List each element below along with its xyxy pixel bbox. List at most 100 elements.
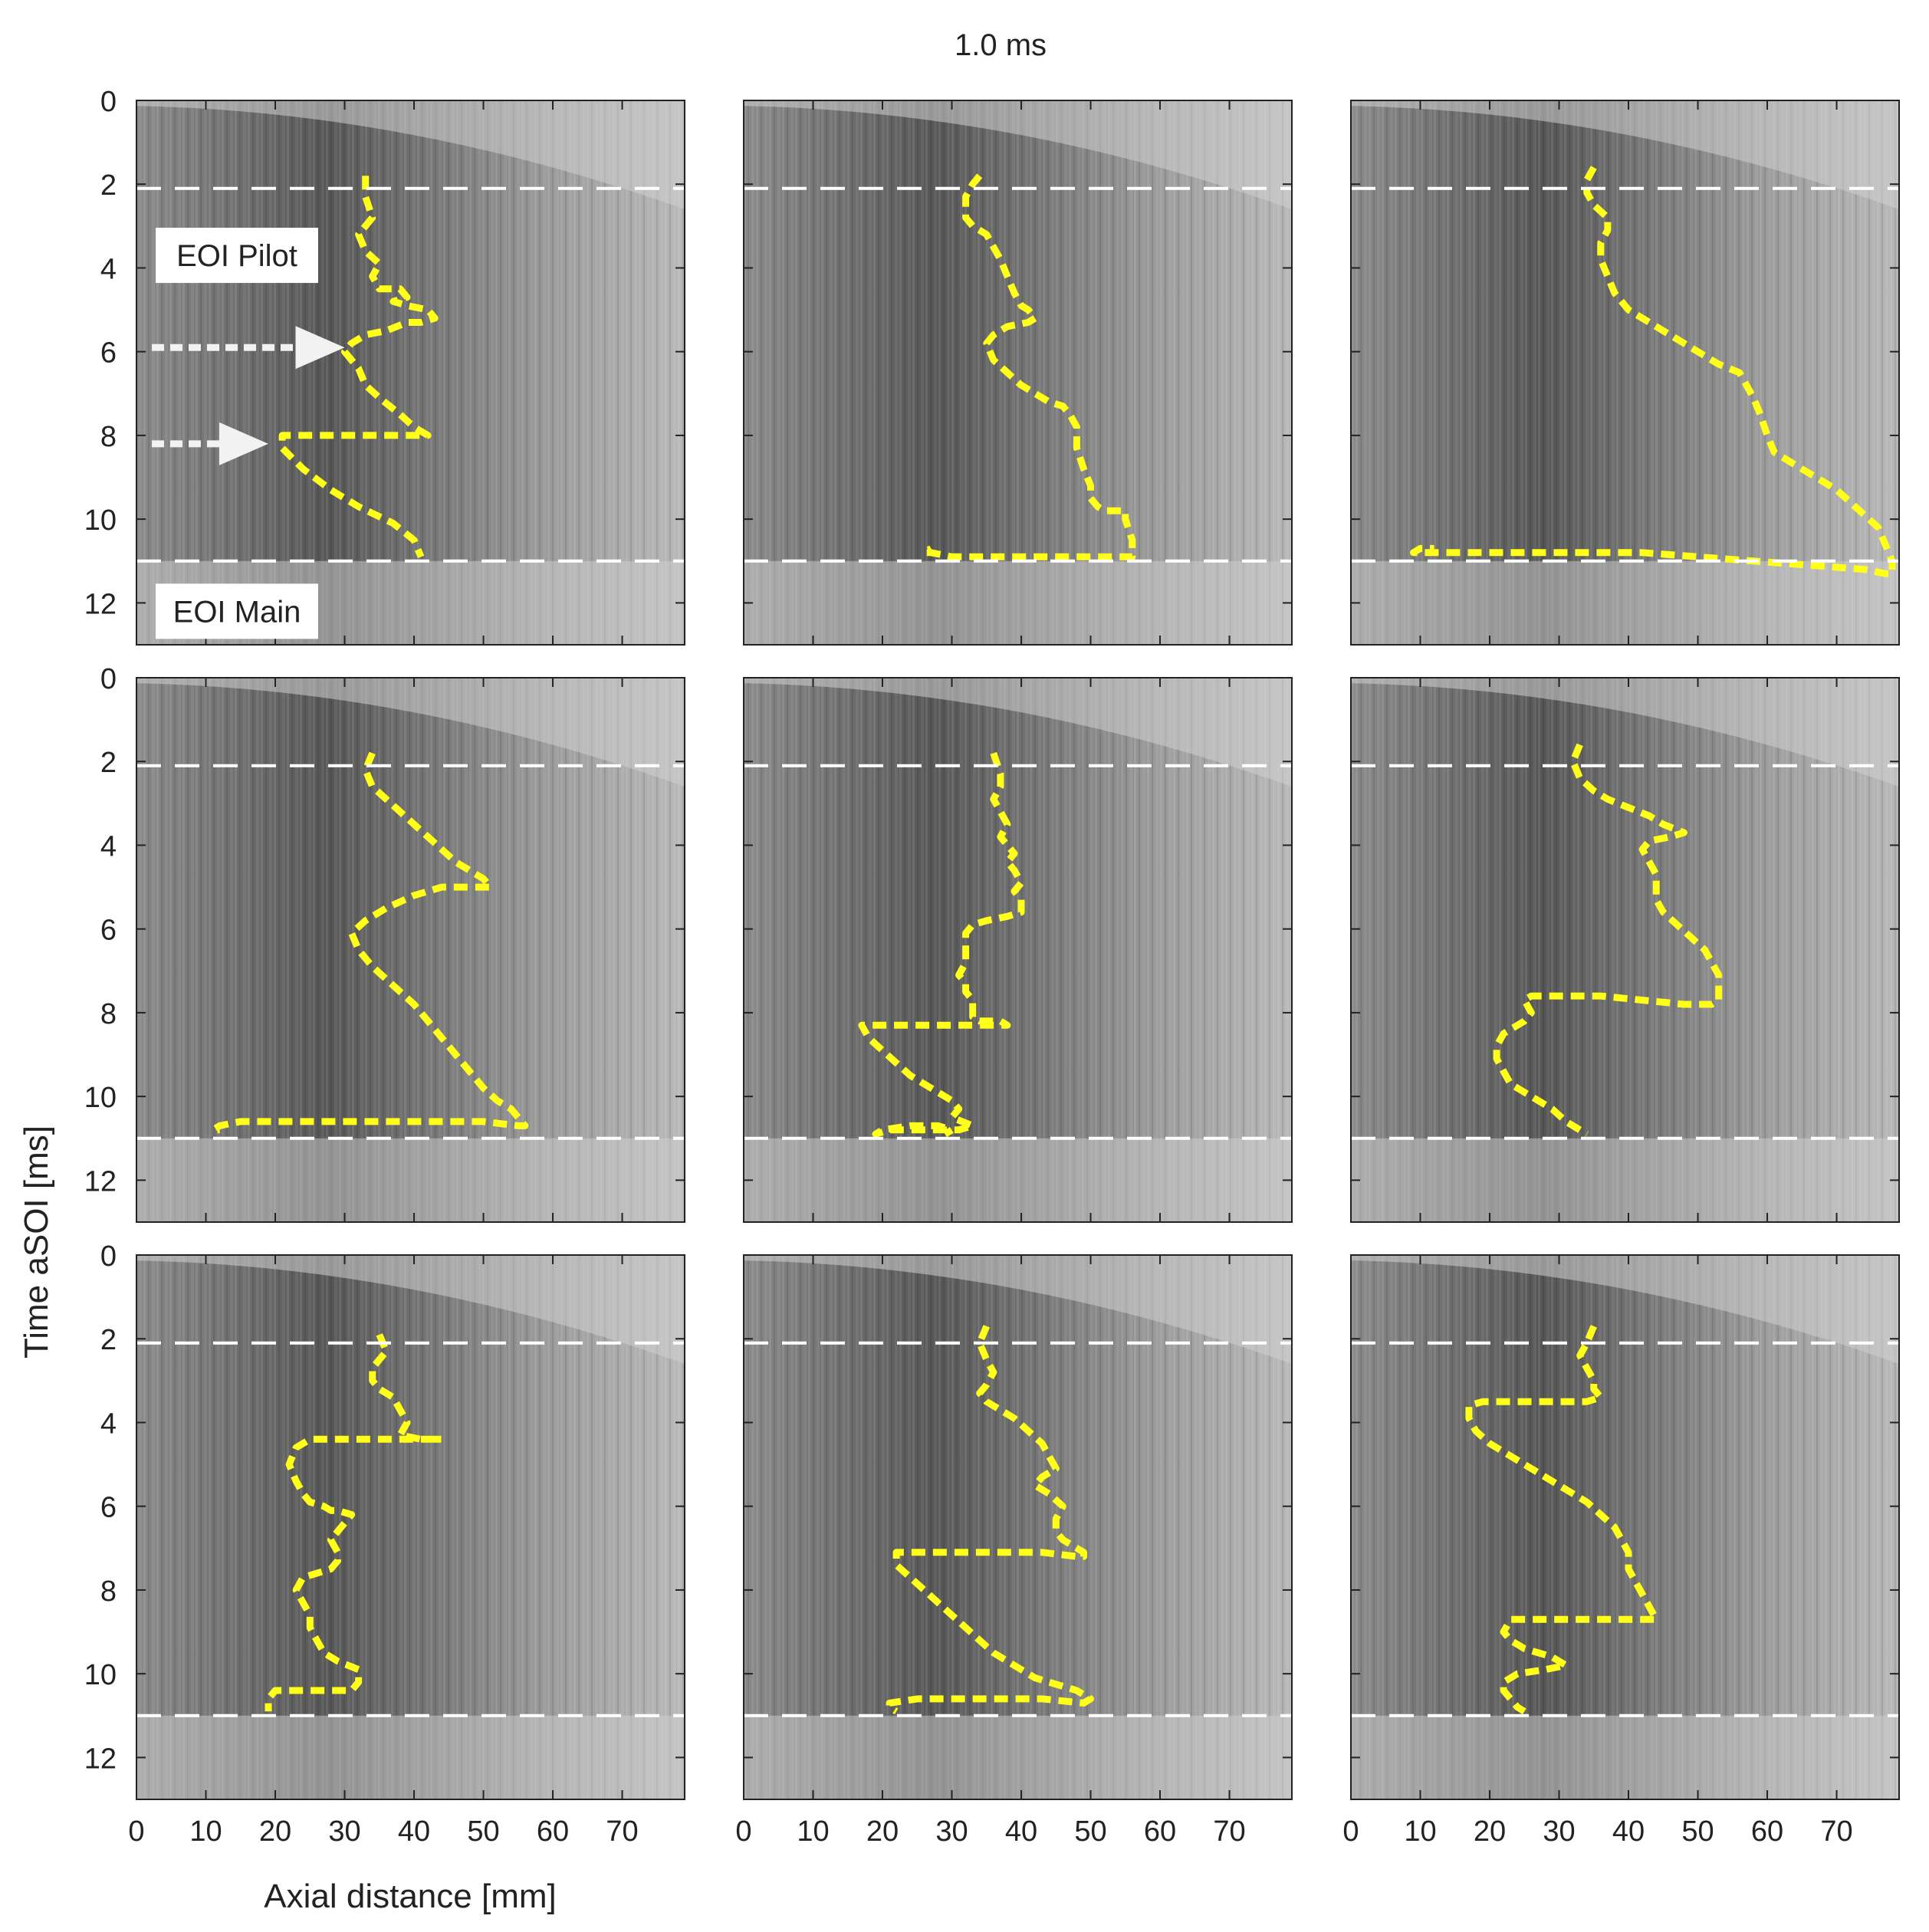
panel-frame — [1350, 100, 1900, 646]
panel-frame — [136, 677, 685, 1223]
eoi-pilot-label-box — [156, 228, 318, 284]
y-axis-label: Time aSOI [ms] — [18, 1125, 55, 1359]
y-tick-label: 0 — [100, 86, 117, 118]
panel-frame — [1350, 1254, 1900, 1800]
panel-grid: 0 2 4 6 8 10 12 EOI Pilot EOI Main 0 2 4 6 8 10 12 0 2 4 6 8… — [84, 86, 1900, 1848]
y-tick-label: 4 — [100, 1408, 117, 1440]
penetration-outline — [858, 751, 1025, 1138]
panel-row1-col3 — [1350, 100, 1900, 646]
post-injection-region — [1351, 560, 1899, 645]
penetration-outline — [1493, 743, 1723, 1138]
background-streaks — [1351, 678, 1899, 1222]
eoi-main-label-box — [156, 583, 318, 639]
x-tick-label: 50 — [1074, 1815, 1106, 1848]
upper-light-region — [1351, 1255, 1899, 1364]
background-streaks — [136, 1255, 685, 1799]
y-tick-label: 12 — [84, 1165, 117, 1198]
post-injection-region — [744, 1138, 1292, 1222]
upper-light-region — [136, 1255, 685, 1364]
x-tick-label: 30 — [1543, 1815, 1575, 1848]
panel-frame — [1350, 677, 1900, 1223]
penetration-outline — [209, 751, 529, 1134]
panel-row2-col1: 0 2 4 6 8 10 12 — [84, 663, 685, 1223]
upper-light-region — [1351, 678, 1899, 787]
penetration-outline — [1410, 166, 1896, 577]
arrow-head — [295, 326, 345, 370]
x-tick-label: 50 — [467, 1815, 499, 1848]
y-tick-label: 8 — [100, 998, 117, 1030]
x-tick-label: 40 — [398, 1815, 430, 1848]
y-tick-label: 0 — [100, 1240, 117, 1273]
y-tick-label: 2 — [100, 747, 117, 779]
post-injection-region — [744, 560, 1292, 645]
x-tick-label: 0 — [1342, 1815, 1359, 1848]
background-streaks — [744, 678, 1292, 1222]
panel-row1-col1: 0 2 4 6 8 10 12 EOI Pilot EOI Main — [84, 86, 685, 646]
eoi-pilot-label: EOI Pilot — [176, 239, 297, 273]
upper-light-region — [744, 678, 1292, 787]
panel-row3-col1: 0 2 4 6 8 10 12 0 10 20 30 40 50 60 70 — [84, 1240, 685, 1848]
y-tick-label: 4 — [100, 830, 117, 863]
y-tick-label: 12 — [84, 1743, 117, 1775]
panel-row3-col3: 0 10 20 30 40 50 60 70 — [1342, 1254, 1900, 1848]
x-tick-label: 40 — [1612, 1815, 1645, 1848]
upper-light-region — [136, 100, 685, 209]
y-tick-label: 6 — [100, 915, 117, 947]
panel-row3-col2: 0 10 20 30 40 50 60 70 — [735, 1254, 1293, 1848]
y-tick-label: 10 — [84, 1659, 117, 1691]
upper-light-region — [744, 1255, 1292, 1364]
panel-frame — [136, 100, 685, 646]
upper-light-region — [744, 100, 1292, 209]
y-tick-label: 0 — [100, 663, 117, 695]
post-injection-region — [136, 1138, 685, 1222]
post-injection-region — [1351, 1715, 1899, 1799]
figure-title: 1.0 ms — [955, 28, 1047, 62]
panel-row2-col3 — [1350, 677, 1900, 1223]
x-tick-label: 20 — [866, 1815, 899, 1848]
background-streaks — [1351, 1255, 1899, 1799]
y-tick-label: 2 — [100, 169, 117, 202]
y-tick-label: 2 — [100, 1324, 117, 1356]
x-tick-label: 0 — [735, 1815, 751, 1848]
post-injection-region — [1351, 1138, 1899, 1222]
panel-frame — [743, 100, 1293, 646]
x-tick-label: 40 — [1005, 1815, 1037, 1848]
y-tick-label: 8 — [100, 1576, 117, 1608]
x-tick-label: 60 — [1144, 1815, 1176, 1848]
panel-frame — [743, 1254, 1293, 1800]
penetration-outline — [278, 176, 439, 559]
x-tick-label: 10 — [1404, 1815, 1436, 1848]
penetration-outline — [1465, 1325, 1660, 1715]
y-tick-label: 10 — [84, 504, 117, 537]
x-tick-label: 60 — [537, 1815, 569, 1848]
panel-row1-col2 — [743, 100, 1293, 646]
y-tick-label: 12 — [84, 588, 117, 620]
y-tick-label: 6 — [100, 337, 117, 370]
penetration-outline — [920, 173, 1136, 560]
x-tick-label: 0 — [128, 1815, 144, 1848]
x-tick-label: 20 — [1474, 1815, 1506, 1848]
post-injection-region — [136, 1715, 685, 1799]
y-tick-label: 10 — [84, 1082, 117, 1114]
x-tick-label: 50 — [1681, 1815, 1714, 1848]
post-injection-region — [744, 1715, 1292, 1799]
x-tick-label: 10 — [189, 1815, 222, 1848]
x-tick-label: 70 — [1213, 1815, 1245, 1848]
background-streaks — [136, 678, 685, 1222]
penetration-outline — [886, 1325, 1094, 1715]
penetration-outline — [265, 1333, 445, 1712]
y-tick-label: 6 — [100, 1492, 117, 1524]
x-tick-label: 30 — [935, 1815, 968, 1848]
x-tick-label: 70 — [606, 1815, 638, 1848]
eoi-main-label: EOI Main — [173, 595, 301, 629]
upper-light-region — [1351, 100, 1899, 209]
arrow-head — [219, 422, 268, 465]
x-tick-label: 20 — [259, 1815, 291, 1848]
background-streaks — [136, 100, 685, 645]
background-streaks — [744, 1255, 1292, 1799]
y-tick-label: 8 — [100, 421, 117, 453]
upper-light-region — [136, 678, 685, 787]
x-tick-label: 30 — [328, 1815, 360, 1848]
y-tick-label: 4 — [100, 253, 117, 285]
